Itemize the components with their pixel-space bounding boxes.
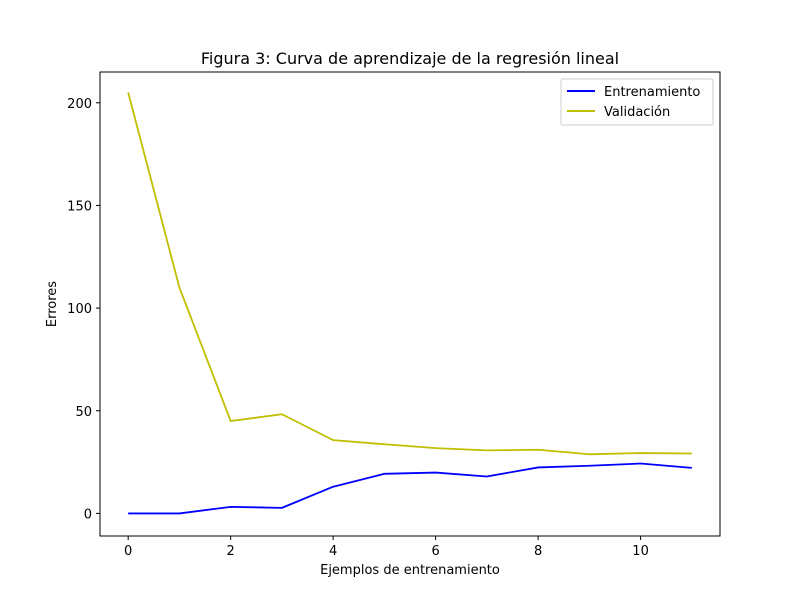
x-tick-label: 6 bbox=[431, 544, 439, 559]
x-tick-label: 2 bbox=[227, 544, 235, 559]
x-axis-label: Ejemplos de entrenamiento bbox=[320, 563, 500, 578]
plot-frame bbox=[99, 71, 721, 537]
series-group bbox=[127, 92, 692, 515]
series-line-validacion bbox=[127, 92, 692, 456]
legend-label-entrenamiento: Entrenamiento bbox=[604, 85, 700, 100]
x-tick-label: 8 bbox=[534, 544, 542, 559]
x-tick-label: 4 bbox=[329, 544, 337, 559]
x-axis: 0 2 4 6 8 10 bbox=[124, 536, 649, 559]
legend-label-validacion: Validación bbox=[604, 105, 670, 120]
series-line-entrenamiento bbox=[128, 462, 692, 515]
y-axis: 0 50 100 150 200 bbox=[67, 97, 100, 522]
y-tick-label: 200 bbox=[67, 97, 92, 112]
legend-box bbox=[560, 78, 714, 126]
y-axis-label: Errores bbox=[45, 281, 60, 327]
legend: Entrenamiento Validación bbox=[560, 78, 714, 126]
y-tick-label: 50 bbox=[75, 405, 92, 420]
chart-title: Figura 3: Curva de aprendizaje de la reg… bbox=[201, 49, 619, 68]
y-tick-label: 0 bbox=[84, 507, 92, 522]
y-tick-label: 150 bbox=[67, 199, 92, 214]
x-tick-label: 10 bbox=[632, 544, 649, 559]
y-tick-label: 100 bbox=[67, 302, 92, 317]
x-tick-label: 0 bbox=[124, 544, 132, 559]
